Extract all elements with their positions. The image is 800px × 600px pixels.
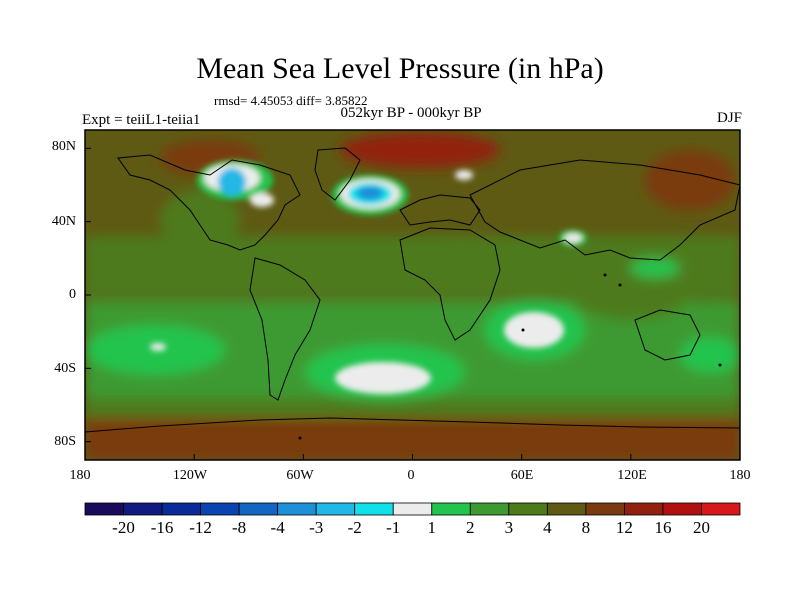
coastlines (85, 147, 740, 433)
colorbar-label: -3 (309, 518, 324, 537)
colorbar-label: 16 (654, 518, 672, 537)
season-label: DJF (716, 110, 742, 126)
w-pacific-green (630, 258, 680, 278)
africa (399, 227, 501, 341)
islands (298, 273, 722, 440)
australia (634, 309, 701, 361)
antarctic-band (85, 418, 740, 460)
greenland (314, 147, 361, 201)
sahara-patch (420, 235, 500, 275)
axis-ticks (84, 147, 741, 460)
siberia-high (645, 150, 735, 210)
colorbar-label: -20 (112, 518, 135, 537)
southern-band-edge (85, 398, 740, 418)
colorbar-label: -16 (150, 518, 174, 537)
lon-label: 60E (510, 468, 534, 483)
south-america (249, 257, 321, 401)
experiment-label: Expt = teiiL1-teiia1 (82, 112, 201, 128)
stats-text: rmsd= 4.45053 diff= 3.85822 (214, 93, 368, 108)
lat-label: 80S (54, 434, 76, 449)
colorbar-label: -1 (386, 518, 401, 537)
lon-label: 120W (172, 468, 208, 483)
n-pacific-patch (160, 190, 240, 250)
period-text: 052kyr BP - 000kyr BP (340, 105, 482, 121)
lon-label: 60W (286, 468, 314, 483)
colorbar-label: 20 (692, 518, 710, 537)
asia (469, 159, 740, 261)
lat-label: 80N (51, 139, 76, 154)
map-title: Mean Sea Level Pressure (in hPa) (196, 52, 604, 85)
lon-label: 120E (617, 468, 647, 483)
north-america (117, 154, 301, 251)
colorbar-label: 4 (543, 518, 552, 537)
colorbar-label: -2 (347, 518, 362, 537)
lon-label: 180 (729, 468, 751, 483)
colorbar-label: 1 (427, 518, 437, 537)
arctic-high (340, 132, 500, 168)
colorbar-label: -4 (270, 518, 285, 537)
colorbar-label: 2 (466, 518, 475, 537)
colorbar-label: 8 (581, 518, 591, 537)
lat-label: 40S (54, 361, 76, 376)
map-field (85, 130, 740, 460)
europe (399, 194, 481, 226)
colorbar-label: 3 (504, 518, 514, 537)
colorbar-label: 12 (615, 518, 633, 537)
lat-label: 0 (69, 287, 76, 302)
lon-label: 0 (407, 468, 415, 483)
antarctica (85, 417, 740, 433)
lon-label: 180 (69, 468, 91, 483)
colorbar-label: -8 (232, 518, 247, 537)
lat-label: 40N (51, 214, 76, 229)
colorbar-label: -12 (189, 518, 212, 537)
